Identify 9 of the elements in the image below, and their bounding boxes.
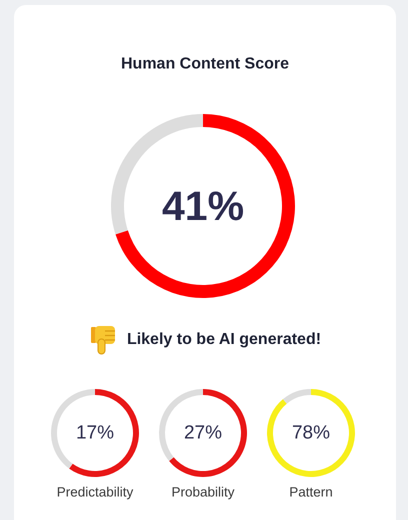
chart-title: Human Content Score xyxy=(120,56,290,72)
text: Predictability xyxy=(56,484,134,500)
text: 78% xyxy=(292,422,330,444)
text: Likely to be AI generated! xyxy=(126,331,322,349)
text: Probability xyxy=(171,484,235,500)
text: 17% xyxy=(76,422,114,444)
text: Pattern xyxy=(289,484,333,500)
text: 27% xyxy=(184,422,222,444)
text: 41% xyxy=(162,183,244,229)
